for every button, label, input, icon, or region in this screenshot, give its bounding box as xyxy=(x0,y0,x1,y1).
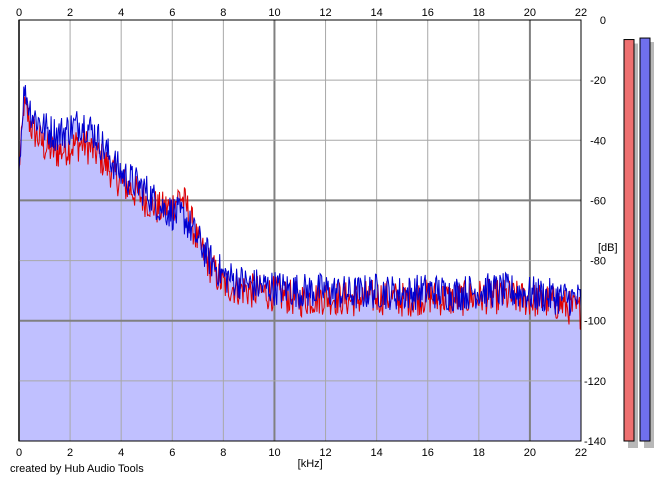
level-meters xyxy=(623,37,654,449)
x-axis-label: [kHz] xyxy=(298,458,323,470)
x-tick-label-bottom: 20 xyxy=(524,447,536,459)
plot-frame xyxy=(18,19,582,442)
x-tick-label-bottom: 2 xyxy=(67,447,73,459)
y-tick-label: -40 xyxy=(590,135,606,147)
x-tick-label-top: 16 xyxy=(422,7,434,19)
level-meter-bar xyxy=(639,37,651,442)
y-tick-label: 0 xyxy=(600,15,606,27)
y-axis-label: [dB] xyxy=(598,242,618,254)
y-tick-label: -140 xyxy=(584,436,606,448)
series-lines xyxy=(18,84,582,331)
x-tick-label-top: 8 xyxy=(220,7,226,19)
x-tick-label-bottom: 14 xyxy=(371,447,383,459)
x-tick-label-top: 6 xyxy=(169,7,175,19)
y-tick-label: -60 xyxy=(590,195,606,207)
x-tick-label-top: 20 xyxy=(524,7,536,19)
x-tick-label-top: 0 xyxy=(16,7,22,19)
series-line-1 xyxy=(18,84,582,316)
x-tick-label-top: 14 xyxy=(371,7,383,19)
y-tick-label: -20 xyxy=(590,75,606,87)
y-tick-label: -120 xyxy=(584,376,606,388)
y-tick-label: -80 xyxy=(590,256,606,268)
credit-text: created by Hub Audio Tools xyxy=(10,463,144,475)
x-tick-label-top: 12 xyxy=(319,7,331,19)
y-tick-label: -100 xyxy=(584,316,606,328)
x-tick-label-top: 18 xyxy=(473,7,485,19)
tick-labels: 002244668810101212141416161818202022220-… xyxy=(16,7,606,459)
x-tick-label-bottom: 4 xyxy=(118,447,124,459)
x-tick-label-top: 4 xyxy=(118,7,124,19)
x-tick-label-bottom: 6 xyxy=(169,447,175,459)
x-tick-label-top: 10 xyxy=(268,7,280,19)
fill-area xyxy=(19,85,581,441)
x-tick-label-top: 22 xyxy=(575,7,587,19)
x-tick-label-bottom: 12 xyxy=(319,447,331,459)
x-tick-label-bottom: 16 xyxy=(422,447,434,459)
level-meter-bar xyxy=(623,39,635,442)
x-tick-label-top: 2 xyxy=(67,7,73,19)
x-tick-label-bottom: 22 xyxy=(575,447,587,459)
spectrum-fill-area xyxy=(19,85,581,441)
x-tick-label-bottom: 18 xyxy=(473,447,485,459)
x-tick-label-bottom: 0 xyxy=(16,447,22,459)
x-tick-label-bottom: 8 xyxy=(220,447,226,459)
x-tick-label-bottom: 10 xyxy=(268,447,280,459)
